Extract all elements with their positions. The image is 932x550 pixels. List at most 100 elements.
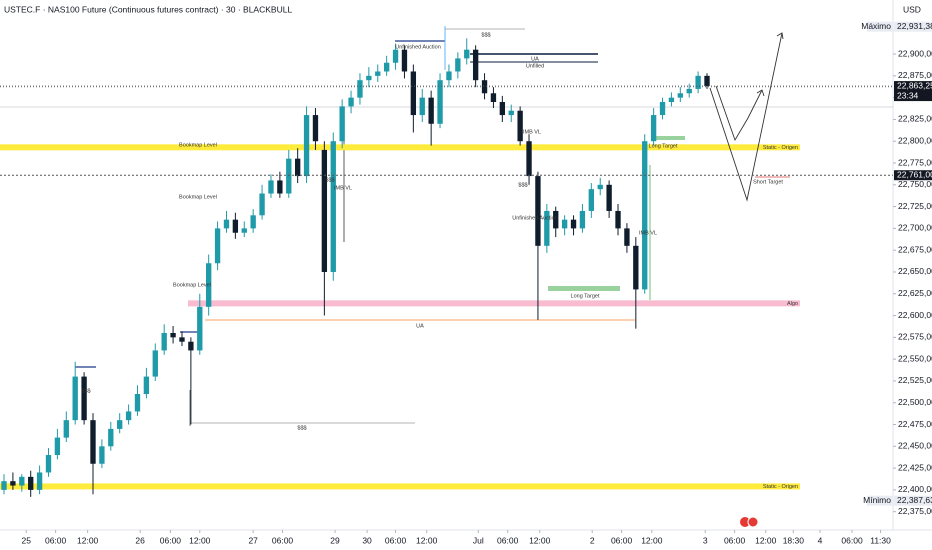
currency: USD (903, 4, 921, 14)
target-box (655, 136, 685, 140)
annotation: $$$ (518, 182, 527, 188)
y-tick-label: 22,725,00 (898, 201, 932, 211)
candle-body (464, 49, 470, 59)
candle-body (437, 80, 443, 124)
y-tick-label: 22,775,00 (898, 157, 932, 167)
candle-body (277, 180, 283, 194)
x-tick-label: 12:00 (529, 535, 551, 545)
projection-arrow (756, 89, 765, 97)
annotation: Unfinished Auction (395, 44, 441, 50)
candle-body (419, 97, 425, 116)
candle-body (268, 180, 274, 194)
x-tick-label: 18:30 (783, 535, 805, 545)
x-tick-label: 27 (248, 535, 258, 545)
price-marker (894, 495, 932, 506)
x-tick-label: 12:00 (416, 535, 438, 545)
candle-body (152, 350, 158, 377)
x-tick-label: 06:00 (272, 535, 294, 545)
candle-body (490, 93, 497, 102)
candle-body (579, 210, 586, 229)
x-tick-label: 06:00 (611, 535, 633, 545)
level-label: Static - Origen (763, 145, 798, 151)
x-tick-label: 11:30 (870, 535, 891, 545)
event-icon (740, 517, 750, 527)
x-tick-label: 12:00 (755, 535, 777, 545)
candle-body (81, 376, 87, 421)
price-marker-label: 22,863,25 (897, 80, 932, 90)
x-tick-label: 12:00 (77, 535, 99, 545)
marker-name-box (867, 21, 893, 32)
y-tick-label: 22,525,00 (898, 375, 932, 385)
candle-body (214, 228, 221, 264)
candle-body (161, 332, 167, 351)
candle-body (223, 219, 230, 229)
annotation: $$$ (325, 177, 334, 183)
x-tick-label: 25 (22, 535, 32, 545)
candle-body (375, 71, 381, 76)
candle-body (90, 420, 96, 464)
x-tick-label: 06:00 (841, 535, 863, 545)
y-tick-label: 22,550,00 (898, 353, 932, 363)
x-tick-label: 06:00 (45, 535, 67, 545)
axes: 22,375,00 22,400,00 22,425,00 22,450,00 22,4… (0, 21, 932, 545)
candle-body (63, 420, 69, 438)
candle-body (108, 428, 114, 447)
candle-body (134, 394, 141, 412)
y-tick-label: 22,375,00 (898, 506, 932, 516)
candle-body (36, 472, 43, 490)
candle-body (526, 141, 532, 177)
candle-body (535, 176, 541, 246)
y-tick-label: 22,875,00 (898, 70, 932, 80)
candle-body (188, 341, 194, 351)
y-tick-label: 22,575,00 (898, 332, 932, 342)
candle-body (446, 71, 452, 81)
candle-body (517, 110, 523, 142)
candle-body (650, 115, 657, 142)
candle-body (357, 80, 363, 98)
x-tick-label: 30 (362, 535, 372, 545)
candle-body (72, 376, 78, 421)
annotation: Long Target (649, 143, 678, 149)
x-tick-label: 2 (590, 535, 595, 545)
annotation: Long Target (571, 293, 600, 299)
candle-body (1, 481, 7, 490)
candle-body (54, 437, 61, 456)
annotation: Bookmap Level (173, 282, 211, 288)
y-tick-label: 22,600,00 (898, 310, 932, 320)
price-marker (894, 21, 932, 32)
candle-body (606, 184, 612, 211)
levels: Static - Origen Algo Static - Origen (0, 144, 800, 490)
candle-body (259, 193, 265, 216)
marker-name: Máximo (861, 21, 891, 31)
price-marker-label: 22,387,63 (897, 495, 932, 505)
candle-body (241, 228, 247, 233)
projection-path (715, 85, 763, 142)
price-marker (894, 170, 932, 181)
y-tick-label: 22,450,00 (898, 441, 932, 451)
candle-body (206, 263, 212, 307)
candle-body (19, 476, 25, 486)
candle-body (588, 189, 594, 211)
drawings (0, 0, 932, 531)
candle-body (668, 97, 675, 102)
x-tick-label: 4 (818, 535, 823, 545)
candle-body (45, 455, 52, 473)
candle-body (428, 97, 434, 124)
candle-body (410, 71, 417, 116)
x-tick-label: 12:00 (189, 535, 211, 545)
marker-name: Mínimo (863, 495, 891, 505)
candle-body (686, 88, 692, 94)
y-tick-label: 22,675,00 (898, 244, 932, 254)
y-tick-label: 22,650,00 (898, 266, 932, 276)
annotation: UA (531, 56, 539, 62)
x-tick-label: Jul (473, 535, 484, 545)
annotation: Bookmap Level (179, 194, 217, 200)
candle-body (10, 481, 16, 486)
level-band (188, 300, 800, 307)
candle-body (455, 58, 461, 72)
annotation: $$$ (81, 388, 90, 394)
candle-body (143, 376, 150, 395)
candle-body (392, 49, 399, 63)
candle-body (508, 110, 514, 116)
